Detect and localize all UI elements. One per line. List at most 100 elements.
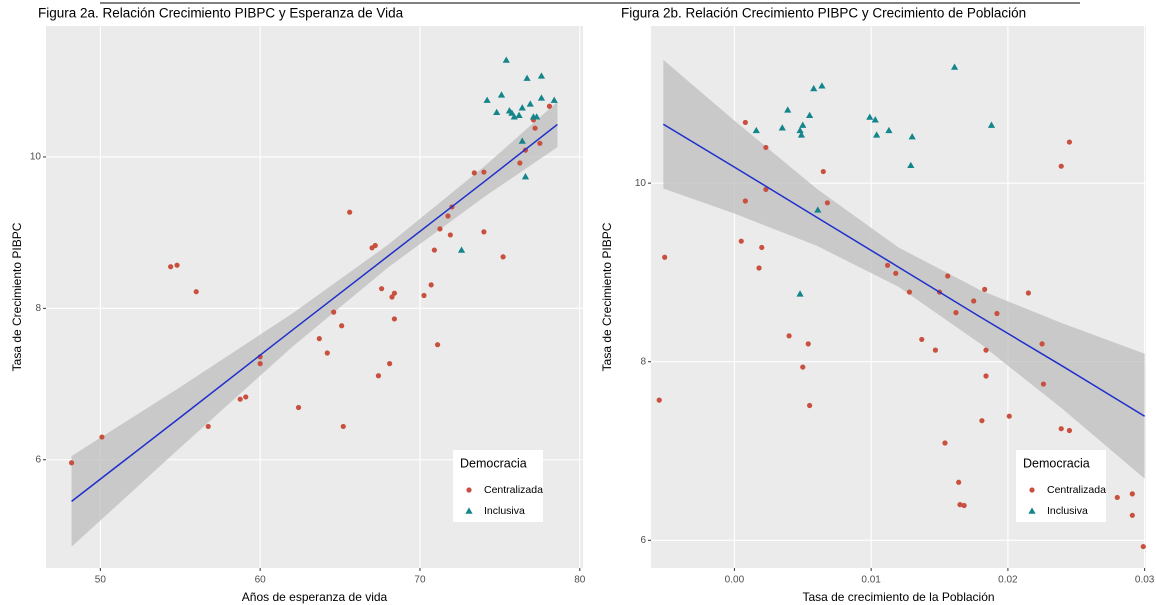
data-point bbox=[508, 109, 516, 116]
y-axis-label: Tasa de Crecimiento PIBPC bbox=[600, 222, 614, 371]
data-point bbox=[786, 333, 792, 339]
data-point bbox=[387, 361, 393, 367]
data-point bbox=[515, 111, 523, 119]
data-point bbox=[497, 91, 506, 98]
data-point bbox=[1040, 381, 1047, 387]
data-point bbox=[994, 310, 1000, 317]
data-point bbox=[907, 161, 915, 168]
data-point bbox=[784, 106, 792, 113]
data-point bbox=[797, 131, 806, 138]
data-point bbox=[537, 72, 546, 79]
data-point bbox=[742, 198, 748, 204]
data-point bbox=[871, 116, 879, 123]
data-point bbox=[778, 124, 786, 131]
data-point bbox=[987, 121, 996, 128]
data-point bbox=[908, 133, 916, 140]
data-point bbox=[742, 119, 748, 126]
chart-title: Figura 2b. Relación Crecimiento PIBPC y … bbox=[621, 6, 1026, 21]
legend-marker bbox=[1029, 487, 1035, 493]
data-point bbox=[68, 460, 75, 466]
chart-title: Figura 2a. Relación Crecimiento PIBPC y … bbox=[38, 6, 404, 21]
data-point bbox=[1129, 512, 1135, 518]
data-point bbox=[431, 247, 437, 253]
data-point bbox=[375, 373, 382, 379]
legend-title: Democracia bbox=[460, 456, 527, 470]
data-point bbox=[796, 126, 804, 134]
x-tick-label: 60 bbox=[255, 575, 267, 586]
data-point bbox=[957, 502, 963, 508]
legend-label: Inclusiva bbox=[1047, 505, 1088, 517]
data-point bbox=[379, 286, 385, 292]
data-point bbox=[517, 160, 523, 166]
data-point bbox=[971, 298, 977, 304]
confidence-band bbox=[71, 101, 558, 547]
y-axis-label: Tasa de Crecimiento PIBPC bbox=[10, 222, 24, 371]
data-point bbox=[884, 262, 891, 268]
data-point bbox=[518, 104, 526, 111]
data-point bbox=[483, 96, 491, 103]
data-point bbox=[885, 126, 893, 134]
data-point bbox=[1066, 139, 1073, 145]
data-point bbox=[174, 262, 180, 268]
x-tick-label: 80 bbox=[574, 575, 586, 586]
data-point bbox=[99, 434, 105, 440]
data-point bbox=[873, 131, 881, 138]
data-point bbox=[193, 289, 199, 295]
data-point bbox=[457, 246, 466, 253]
data-point bbox=[800, 364, 806, 370]
legend-label: Inclusiva bbox=[484, 505, 525, 517]
data-point bbox=[1140, 543, 1146, 550]
data-point bbox=[1129, 491, 1135, 497]
data-point bbox=[932, 347, 939, 353]
x-tick-label: 0.03 bbox=[1135, 575, 1155, 586]
data-point bbox=[983, 373, 989, 379]
data-point bbox=[982, 286, 988, 293]
data-point bbox=[807, 402, 813, 409]
legend-title: Democracia bbox=[1023, 456, 1090, 470]
data-point bbox=[956, 479, 962, 485]
data-point bbox=[339, 323, 345, 329]
data-point bbox=[814, 206, 822, 213]
x-tick-label: 70 bbox=[414, 575, 426, 586]
data-point bbox=[168, 264, 174, 270]
fit-line bbox=[71, 123, 558, 502]
y-tick-label: 6 bbox=[640, 535, 646, 546]
legend-marker bbox=[466, 487, 472, 493]
data-point bbox=[521, 173, 530, 180]
data-point bbox=[243, 394, 249, 400]
data-point bbox=[372, 242, 378, 249]
data-point bbox=[471, 170, 477, 176]
data-point bbox=[953, 310, 959, 316]
x-tick-label: 0.01 bbox=[861, 575, 881, 586]
data-point bbox=[421, 292, 427, 299]
data-point bbox=[799, 121, 807, 128]
data-point bbox=[518, 137, 526, 144]
data-point bbox=[434, 342, 441, 348]
data-point bbox=[537, 94, 546, 101]
data-point bbox=[391, 316, 398, 322]
data-point bbox=[526, 100, 534, 107]
data-point bbox=[919, 336, 925, 343]
data-point bbox=[428, 282, 434, 288]
y-tick-label: 10 bbox=[635, 178, 647, 189]
data-point bbox=[796, 290, 804, 297]
legend-marker bbox=[465, 507, 473, 514]
data-point bbox=[818, 82, 826, 89]
data-point bbox=[1025, 290, 1032, 296]
data-point bbox=[950, 63, 959, 70]
data-point bbox=[237, 396, 243, 402]
fit-line bbox=[662, 123, 1146, 417]
data-point bbox=[983, 347, 989, 353]
data-point bbox=[979, 418, 985, 424]
data-point bbox=[820, 168, 826, 175]
x-tick-label: 0.02 bbox=[998, 575, 1018, 586]
data-point bbox=[1114, 494, 1120, 501]
y-tick-label: 10 bbox=[30, 152, 42, 163]
data-point bbox=[389, 294, 395, 300]
data-point bbox=[391, 290, 398, 296]
data-point bbox=[324, 350, 330, 356]
data-point bbox=[806, 111, 814, 118]
data-point bbox=[340, 423, 346, 430]
x-axis-label: Tasa de crecimiento de la Población bbox=[802, 590, 994, 604]
